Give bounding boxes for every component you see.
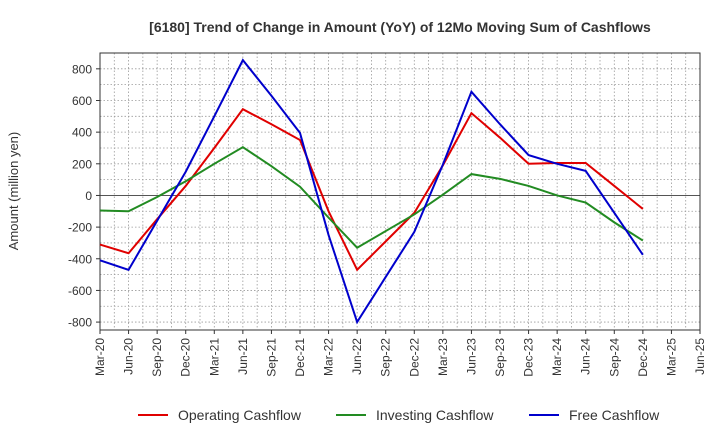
investing-cashflow-line <box>99 146 644 249</box>
x-tick-label: Dec-21 <box>293 338 307 377</box>
x-tick-label: Dec-23 <box>522 338 536 377</box>
grid-lines <box>99 53 701 330</box>
x-tick-label: Mar-20 <box>93 338 107 376</box>
x-tick-label: Mar-23 <box>436 338 450 376</box>
x-tick-label: Jun-20 <box>122 338 136 375</box>
legend-label-free-cashflow: Free Cashflow <box>569 407 660 423</box>
x-tick-label: Dec-20 <box>179 338 193 377</box>
x-tick-label: Sep-22 <box>379 338 393 377</box>
free-cashflow-line <box>99 58 644 325</box>
x-tick-label: Dec-24 <box>636 338 650 377</box>
x-tick-label: Jun-23 <box>464 338 478 375</box>
x-tick-label: Mar-21 <box>207 338 221 376</box>
legend-label-investing-cashflow: Investing Cashflow <box>376 407 494 423</box>
y-tick-label: -600 <box>68 284 92 298</box>
legend-label-operating-cashflow: Operating Cashflow <box>178 407 302 423</box>
y-tick-label: 800 <box>72 62 92 76</box>
x-tick-label: Jun-24 <box>579 338 593 375</box>
y-tick-label: 200 <box>72 157 92 171</box>
legend: Operating Cashflow Investing Cashflow Free… <box>138 407 660 423</box>
x-tick-label: Mar-24 <box>550 338 564 376</box>
x-tick-label: Jun-25 <box>693 338 707 375</box>
x-tick-label: Mar-22 <box>322 338 336 376</box>
y-tick-label: -200 <box>68 221 92 235</box>
x-tick-label: Sep-21 <box>264 338 278 377</box>
x-tick-label: Sep-24 <box>607 338 621 377</box>
chart-title: [6180] Trend of Change in Amount (YoY) o… <box>149 19 651 35</box>
x-tick-labels: Mar-20 Jun-20 Sep-20 Dec-20 Mar-21 Jun-21 Sep-… <box>93 330 707 377</box>
y-tick-label: 0 <box>85 189 92 203</box>
plot-area-border <box>99 52 701 331</box>
y-axis-label: Amount (million yen) <box>6 132 21 251</box>
plot-frame <box>99 52 701 331</box>
y-tick-label: 600 <box>72 94 92 108</box>
x-tick-label: Mar-25 <box>664 338 678 376</box>
x-tick-label: Dec-22 <box>407 338 421 377</box>
x-tick-label: Jun-22 <box>350 338 364 375</box>
y-tick-labels: -800 -600 -400 -200 0 200 400 600 800 <box>68 62 100 330</box>
x-tick-label: Sep-20 <box>150 338 164 377</box>
y-tick-label: -400 <box>68 252 92 266</box>
y-tick-label: -800 <box>68 316 92 330</box>
series-lines <box>99 58 644 325</box>
x-tick-label: Jun-21 <box>236 338 250 375</box>
y-tick-label: 400 <box>72 126 92 140</box>
x-tick-label: Sep-23 <box>493 338 507 377</box>
